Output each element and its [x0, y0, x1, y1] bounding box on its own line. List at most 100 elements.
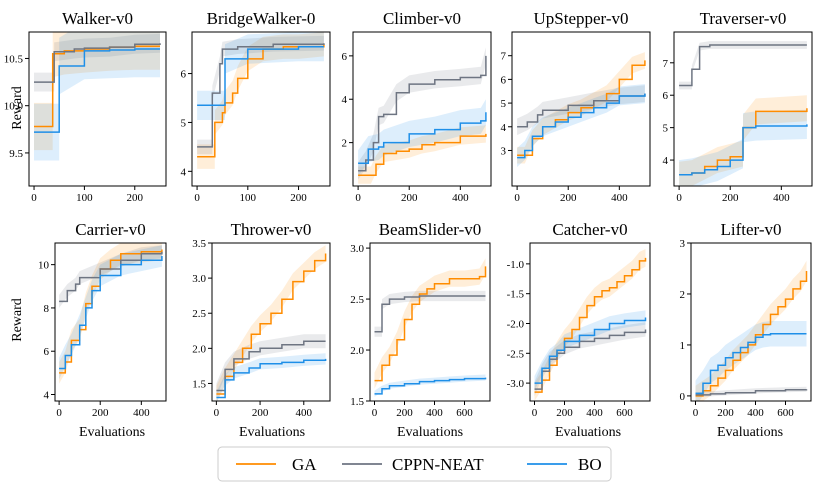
ytick-label-4: 3 [501, 145, 507, 157]
legend-label-cppn-neat: CPPN-NEAT [392, 455, 484, 474]
xtick-label-1: 200 [127, 192, 144, 204]
ytick-label-8: 1.5 [350, 396, 364, 408]
line-bo-3 [358, 112, 487, 164]
band-bo-7 [216, 353, 326, 401]
legend-frame [217, 446, 612, 482]
band-bo-6 [59, 245, 162, 380]
xtick-label-6: 400 [133, 407, 150, 419]
axes-frame-5 [673, 31, 813, 187]
panel-3: Climber-v0 0 200 400 2 4 6 [342, 9, 492, 204]
band-bo-1 [34, 32, 160, 161]
xtick-label-8: 400 [426, 407, 443, 419]
ytick-label-8: 3.0 [350, 243, 364, 255]
band-cppn-neat-1 [34, 33, 160, 92]
band-cppn-neat-5 [679, 41, 807, 90]
xtick-label-7: 0 [214, 407, 220, 419]
xtick-label-8: 200 [396, 407, 413, 419]
line-ga-9 [534, 257, 647, 393]
ytick-label-10: 3 [680, 238, 686, 250]
panel-title-6: Carrier-v0 [75, 220, 145, 239]
band-cppn-neat-8 [374, 290, 486, 337]
xlabel-panel-10: Evaluations [717, 425, 783, 440]
axes-frame-1 [28, 31, 167, 187]
ytick-label-9: -3.0 [507, 378, 525, 390]
legend-label-ga: GA [292, 455, 317, 474]
xlabel-panel-8: Evaluations [397, 425, 463, 440]
ylabel-row1: Reward [10, 86, 25, 130]
axes-frame-7 [211, 242, 331, 402]
line-cppn-neat-1 [34, 43, 161, 83]
xtick-label-7: 200 [252, 407, 269, 419]
axes-frame-6 [54, 242, 167, 402]
ytick-label-9: -1.0 [507, 259, 525, 271]
panel-title-2: BridgeWalker-0 [207, 9, 316, 28]
xtick-label-3: 0 [355, 192, 361, 204]
line-bo-4 [517, 93, 646, 159]
band-ga-7 [216, 245, 326, 401]
line-bo-6 [59, 256, 163, 370]
ytick-label-4: 5 [501, 98, 507, 110]
ytick-label-8: 2.0 [350, 345, 364, 357]
panel-6: Carrier-v0 0 200 400 4 6 8 10 [38, 220, 167, 419]
panel-title-9: Catcher-v0 [552, 220, 627, 239]
panel-title-4: UpStepper-v0 [533, 9, 628, 28]
band-cppn-neat-9 [534, 322, 646, 397]
panel-title-8: BeamSlider-v0 [379, 220, 482, 239]
xtick-label-7: 400 [296, 407, 313, 419]
band-ga-3 [358, 125, 486, 184]
xtick-label-5: 400 [773, 192, 790, 204]
legend: GA CPPN-NEAT BO [217, 446, 612, 482]
ytick-label-9: -2.5 [507, 348, 525, 360]
ytick-label-3: 2 [342, 138, 348, 150]
ytick-label-2: 4 [181, 166, 187, 178]
line-bo-5 [679, 124, 808, 176]
band-cppn-neat-7 [216, 334, 326, 398]
line-cppn-neat-5 [679, 44, 807, 87]
line-ga-10 [695, 271, 808, 397]
xtick-label-1: 100 [76, 192, 93, 204]
axes-frame-9 [529, 242, 651, 402]
xtick-label-5: 0 [676, 192, 682, 204]
line-bo-1 [34, 48, 160, 133]
axes-frame-3 [352, 31, 492, 187]
xtick-label-9: 400 [586, 407, 603, 419]
panel-title-5: Traverser-v0 [700, 9, 787, 28]
line-bo-2 [197, 45, 324, 107]
ytick-label-2: 5 [181, 117, 187, 129]
xtick-label-4: 0 [514, 192, 520, 204]
xtick-label-10: 200 [717, 407, 734, 419]
band-bo-3 [358, 99, 486, 177]
ytick-label-1: 10.0 [4, 101, 24, 113]
line-cppn-neat-8 [374, 295, 486, 333]
line-cppn-neat-7 [216, 340, 326, 392]
ytick-label-1: 9.5 [9, 148, 23, 160]
band-ga-8 [374, 258, 486, 389]
panel-title-10: Lifter-v0 [720, 220, 781, 239]
xtick-label-5: 200 [722, 192, 739, 204]
ytick-label-10: 0 [680, 391, 686, 403]
xlabel-panel-6: Evaluations [79, 425, 145, 440]
xtick-label-8: 600 [456, 407, 473, 419]
xtick-label-6: 0 [56, 407, 62, 419]
band-bo-2 [197, 32, 324, 120]
xtick-label-4: 400 [611, 192, 628, 204]
band-ga-1 [34, 32, 160, 151]
ytick-label-9: -2.0 [507, 318, 525, 330]
xtick-label-1: 0 [31, 192, 37, 204]
axes-frame-10 [690, 242, 812, 402]
axes-frame-8 [369, 242, 491, 402]
line-bo-8 [374, 377, 487, 395]
line-ga-8 [374, 266, 487, 382]
ytick-label-4: 4 [501, 122, 507, 134]
line-bo-10 [695, 332, 807, 395]
xtick-label-10: 600 [777, 407, 794, 419]
axes-frame-4 [511, 31, 651, 187]
ytick-label-5: 7 [663, 58, 669, 70]
xtick-label-2: 200 [290, 192, 307, 204]
line-ga-4 [517, 60, 646, 156]
line-cppn-neat-9 [534, 329, 647, 390]
axes-frame-2 [191, 31, 331, 187]
xtick-label-6: 200 [92, 407, 109, 419]
ytick-label-6: 4 [44, 390, 50, 402]
